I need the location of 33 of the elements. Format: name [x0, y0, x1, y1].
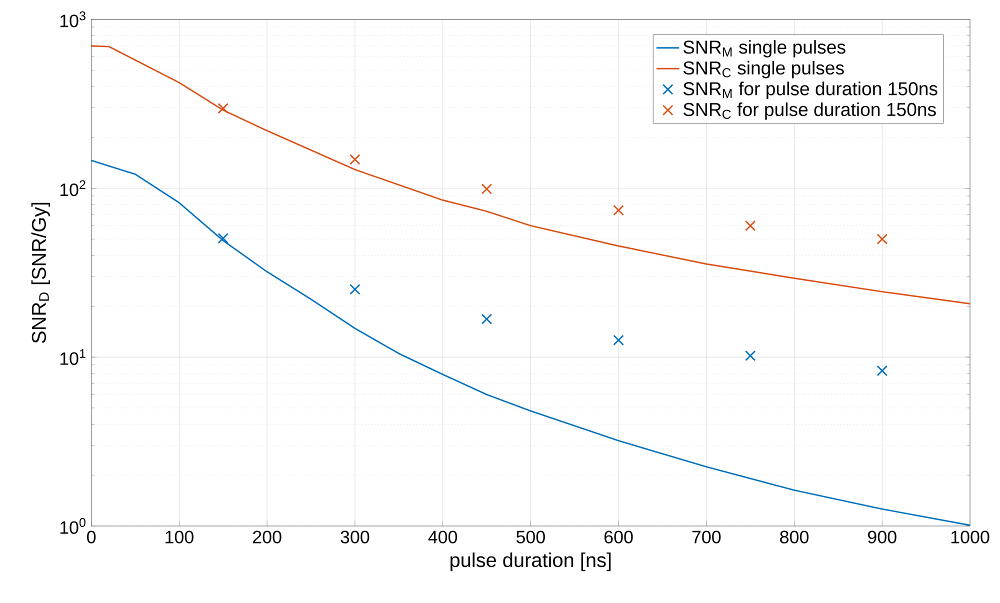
- y-tick-label: 10$^{0}$: [60, 518, 86, 534]
- legend-label: SNR$_{C}$ single pulses: [683, 60, 844, 78]
- x-tick-label: 300: [340, 530, 370, 544]
- x-tick-label: 500: [516, 530, 545, 544]
- point: [613, 204, 624, 216]
- y-axis-title: SNR$_{D}$ [SNR/Gy]: [31, 202, 50, 344]
- y-tick-label: 10$^{1}$: [60, 349, 86, 365]
- x-tick-label: 400: [428, 530, 458, 544]
- x-tick-label: 900: [868, 530, 896, 544]
- x-tick-label: 0: [87, 530, 96, 544]
- point: [350, 154, 360, 165]
- legend-label: SNR$_{C}$ for pulse duration 150ns: [683, 102, 936, 120]
- legend-label: SNR$_{M}$ for pulse duration 150ns: [683, 82, 938, 99]
- x-tick-label: 800: [780, 530, 809, 544]
- x-tick-label: 100: [166, 530, 194, 544]
- point: [876, 234, 888, 244]
- point: [876, 365, 888, 376]
- point: [744, 350, 756, 362]
- point: [613, 334, 624, 346]
- point: [218, 102, 229, 114]
- point: [350, 284, 360, 295]
- x-tick-label: 600: [604, 530, 633, 544]
- x-axis-title: pulse duration [ns]: [450, 552, 611, 572]
- y-tick-label: 10$^{2}$: [60, 180, 86, 196]
- y-tick-label: 10$^{3}$: [60, 11, 86, 28]
- point: [481, 184, 492, 194]
- x-tick-label: 700: [692, 530, 721, 544]
- x-tick-label: 1000: [951, 530, 990, 544]
- point: [481, 314, 492, 324]
- x-tick-label: 200: [253, 530, 282, 544]
- point: [218, 232, 229, 244]
- point: [744, 220, 756, 232]
- legend-label: SNR$_{M}$ single pulses: [683, 40, 846, 58]
